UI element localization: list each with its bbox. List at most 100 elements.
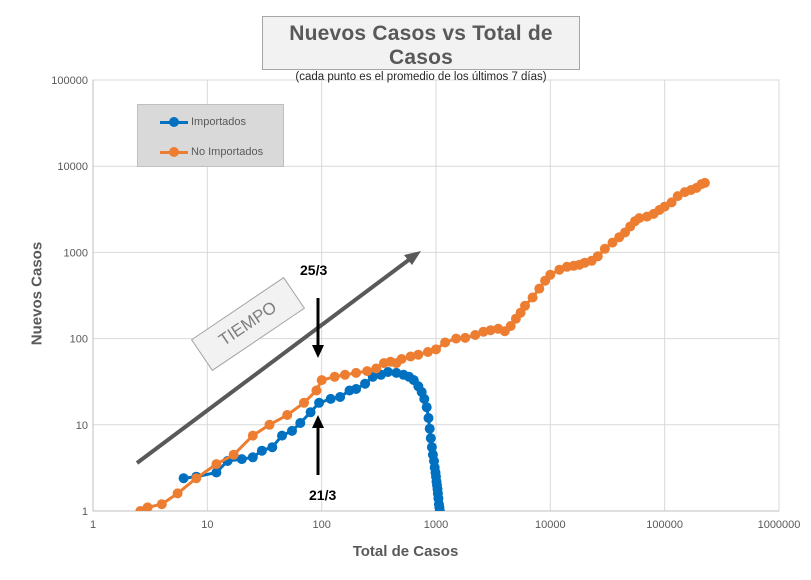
y-tick-label: 10000 xyxy=(57,161,88,173)
data-point xyxy=(396,354,407,364)
data-point xyxy=(666,197,677,208)
data-point xyxy=(351,367,362,378)
data-point xyxy=(460,332,471,343)
data-point xyxy=(282,410,293,420)
data-point xyxy=(485,325,496,336)
x-tick-label: 1000 xyxy=(424,519,448,531)
data-point xyxy=(534,283,545,294)
data-point xyxy=(314,397,325,408)
data-point xyxy=(607,237,618,248)
legend-item-importados: Importados xyxy=(160,116,246,128)
data-point xyxy=(172,488,183,499)
data-point xyxy=(178,473,189,484)
y-tick-label: 100 xyxy=(70,334,88,346)
data-point xyxy=(329,371,340,382)
x-tick-label: 1 xyxy=(90,519,96,531)
data-point xyxy=(545,269,556,280)
data-point xyxy=(351,384,362,394)
legend-label-importados: Importados xyxy=(191,116,247,128)
data-point xyxy=(422,347,433,357)
data-point xyxy=(371,363,382,374)
data-point xyxy=(247,452,258,463)
series-importados xyxy=(178,367,445,511)
data-point xyxy=(247,430,258,441)
y-tick-label: 100000 xyxy=(51,75,88,87)
title-box: Nuevos Casos vs Total de Casos (cada pun… xyxy=(262,16,580,83)
data-point xyxy=(295,418,306,428)
x-tick-label: 100000 xyxy=(646,519,683,531)
x-tick-label: 10 xyxy=(201,519,213,531)
chart-subtitle: (cada punto es el promedio de los último… xyxy=(295,71,547,83)
legend-swatch-no-importados xyxy=(160,147,188,157)
series-no-importados xyxy=(135,177,710,511)
data-point xyxy=(440,337,451,348)
data-point xyxy=(228,449,239,460)
y-tick-label: 10 xyxy=(76,420,88,432)
x-tick-label: 100 xyxy=(312,519,330,531)
annotation-25-3: 25/3 xyxy=(300,262,328,278)
y-tick-label: 1 xyxy=(82,506,88,518)
data-point xyxy=(405,351,416,362)
data-point xyxy=(424,423,435,434)
tiempo-arrow-head xyxy=(404,251,421,265)
data-point xyxy=(287,425,297,436)
data-point xyxy=(431,344,441,355)
data-point xyxy=(142,502,153,511)
data-point xyxy=(305,407,316,418)
data-point xyxy=(426,442,437,453)
data-point xyxy=(599,243,610,254)
data-point xyxy=(362,366,373,377)
data-point xyxy=(264,419,275,430)
data-point xyxy=(592,251,603,262)
data-point xyxy=(434,506,445,511)
series-layer xyxy=(135,177,710,511)
data-point xyxy=(211,459,222,470)
legend-swatch-importados xyxy=(160,117,188,127)
data-point xyxy=(311,385,322,396)
data-point xyxy=(211,467,222,478)
data-point xyxy=(505,321,516,331)
data-point xyxy=(419,393,430,404)
data-point xyxy=(383,367,393,377)
data-point xyxy=(256,445,267,456)
annotation-arrows xyxy=(312,298,324,475)
data-point xyxy=(634,213,645,224)
tiempo-arrow-line xyxy=(135,254,416,465)
tick-labels: 1 10 100 1000 10000 100000 1000000 1 10 100 1000 10… xyxy=(51,75,800,531)
tiempo-arrow xyxy=(135,251,421,465)
data-point xyxy=(360,378,371,389)
legend-item-no-importados: No Importados xyxy=(160,146,263,158)
data-point xyxy=(413,349,424,360)
data-point xyxy=(554,264,565,275)
data-point xyxy=(340,369,350,380)
x-tick-label: 10000 xyxy=(535,519,566,531)
y-tick-label: 1000 xyxy=(64,247,88,259)
data-point xyxy=(425,433,436,444)
data-point xyxy=(299,397,309,408)
arrow-21-3-head xyxy=(312,415,324,428)
data-point xyxy=(423,413,434,423)
legend: Importados No Importados xyxy=(137,104,284,167)
data-point xyxy=(191,473,202,484)
x-tick-label: 1000000 xyxy=(758,519,801,531)
legend-label-no-importados: No Importados xyxy=(191,146,264,158)
y-axis-label: Nuevos Casos xyxy=(28,241,46,346)
data-point xyxy=(277,430,287,441)
data-point xyxy=(699,177,710,188)
data-point xyxy=(335,392,346,402)
chart-title: Nuevos Casos vs Total de Casos xyxy=(289,22,553,69)
data-point xyxy=(236,454,247,465)
data-point xyxy=(267,442,278,453)
data-point xyxy=(316,375,327,386)
data-point xyxy=(520,300,530,311)
data-point xyxy=(156,499,167,510)
arrow-25-3-head xyxy=(312,345,324,358)
data-point xyxy=(527,292,538,303)
data-point xyxy=(470,330,481,340)
x-axis-label: Total de Casos xyxy=(352,543,459,560)
data-point xyxy=(325,393,336,404)
annotation-21-3: 21/3 xyxy=(309,487,337,503)
data-point xyxy=(451,333,462,344)
data-point xyxy=(421,402,432,413)
